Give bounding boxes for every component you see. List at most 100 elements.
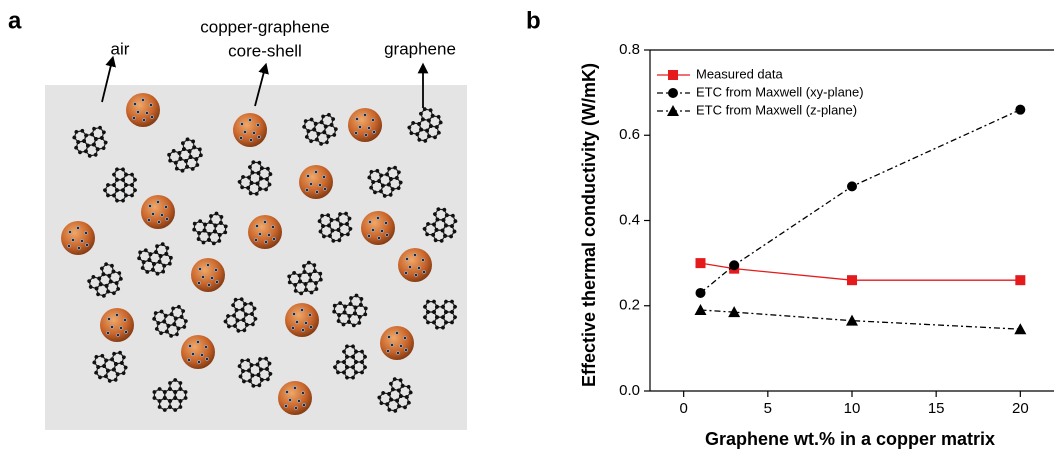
- graphene-shell-atom: [308, 313, 311, 316]
- marker: [695, 304, 707, 315]
- atom: [163, 408, 167, 412]
- graphene-shell-atom: [239, 136, 242, 139]
- graphene-shell-atom: [68, 230, 71, 233]
- x-tick-label: 20: [1012, 400, 1029, 417]
- graphene-shell-atom: [67, 244, 70, 247]
- graphene-shell-atom: [302, 403, 305, 406]
- graphene-shell-atom: [200, 353, 203, 356]
- graphene-shell-atom: [263, 220, 266, 223]
- graphene-shell-atom: [309, 182, 312, 185]
- marker: [1014, 323, 1026, 334]
- graphene-shell-atom: [422, 270, 425, 273]
- graphene-shell-atom: [301, 391, 304, 394]
- graphene-shell-atom: [205, 357, 208, 360]
- graphene-shell-atom: [300, 308, 303, 311]
- atom: [178, 387, 182, 391]
- graphene-shell-atom: [295, 320, 298, 323]
- y-tick-label: 0.2: [619, 297, 640, 314]
- graphene-shell-atom: [264, 240, 267, 243]
- graphene-shell-atom: [198, 267, 201, 270]
- graphene-shell-atom: [414, 273, 417, 276]
- copper-particle: [248, 215, 282, 249]
- legend-label: ETC from Maxwell (z-plane): [696, 102, 857, 117]
- annotation: graphene: [384, 39, 456, 58]
- series-line: [701, 263, 1021, 280]
- legend-label: ETC from Maxwell (xy-plane): [696, 84, 864, 99]
- graphene-shell-atom: [318, 183, 321, 186]
- graphene-shell-atom: [292, 312, 295, 315]
- graphene-shell-atom: [110, 325, 113, 328]
- series-line: [701, 110, 1021, 293]
- x-tick-label: 10: [844, 400, 861, 417]
- graphene-shell-atom: [354, 131, 357, 134]
- copper-particle: [141, 195, 175, 229]
- graphene-shell-atom: [164, 205, 167, 208]
- graphene-shell-atom: [240, 122, 243, 125]
- atom: [163, 396, 167, 400]
- graphene-shell-atom: [371, 118, 374, 121]
- marker: [1015, 105, 1025, 115]
- graphene-shell-atom: [214, 268, 217, 271]
- y-tick-label: 0.0: [619, 382, 640, 399]
- atom: [153, 390, 157, 394]
- graphene-shell-atom: [294, 406, 297, 409]
- graphene-shell-atom: [257, 135, 260, 138]
- graphene-shell-atom: [196, 340, 199, 343]
- x-tick-label: 15: [928, 400, 945, 417]
- panel-label: b: [526, 7, 541, 34]
- graphene-shell-atom: [404, 348, 407, 351]
- graphene-shell-atom: [384, 221, 387, 224]
- y-tick-label: 0.8: [619, 41, 640, 58]
- graphene-shell-atom: [408, 265, 411, 268]
- graphene-shell-atom: [284, 404, 287, 407]
- copper-particle: [398, 248, 432, 282]
- legend-label: Measured data: [696, 66, 783, 81]
- graphene-shell-atom: [115, 313, 118, 316]
- atom: [173, 390, 177, 394]
- graphene-shell-atom: [309, 325, 312, 328]
- graphene-shell-atom: [403, 336, 406, 339]
- atom: [173, 396, 177, 400]
- marker: [1015, 275, 1025, 285]
- graphene-shell-atom: [386, 349, 389, 352]
- graphene-shell-atom: [150, 115, 153, 118]
- graphene-shell-atom: [417, 266, 420, 269]
- graphene-shell-atom: [390, 343, 393, 346]
- graphene-shell-atom: [271, 225, 274, 228]
- graphene-shell-atom: [413, 253, 416, 256]
- graphene-shell-atom: [322, 175, 325, 178]
- graphene-shell-atom: [151, 212, 154, 215]
- atom: [163, 390, 167, 394]
- atom: [178, 381, 182, 385]
- copper-particle: [233, 113, 267, 147]
- copper-particle: [380, 326, 414, 360]
- graphene-shell-atom: [363, 113, 366, 116]
- marker: [847, 181, 857, 191]
- graphene-shell-atom: [156, 200, 159, 203]
- graphene-shell-atom: [385, 233, 388, 236]
- annotation: copper-graphene: [200, 17, 329, 36]
- graphene-shell-atom: [367, 126, 370, 129]
- graphene-shell-atom: [254, 238, 257, 241]
- graphene-shell-atom: [291, 326, 294, 329]
- graphene-shell-atom: [160, 213, 163, 216]
- annotation: air: [111, 39, 130, 58]
- atom: [184, 396, 188, 400]
- graphene-shell-atom: [367, 234, 370, 237]
- graphene-shell-atom: [272, 237, 275, 240]
- graphene-shell-atom: [372, 130, 375, 133]
- graphene-shell-atom: [421, 258, 424, 261]
- graphene-shell-atom: [314, 170, 317, 173]
- graphene-shell-atom: [248, 118, 251, 121]
- graphene-shell-atom: [80, 239, 83, 242]
- graphene-shell-atom: [157, 220, 160, 223]
- graphene-shell-atom: [380, 229, 383, 232]
- graphene-shell-atom: [371, 228, 374, 231]
- marker: [729, 260, 739, 270]
- copper-particle: [126, 93, 160, 127]
- atom: [184, 390, 188, 394]
- graphene-shell-atom: [376, 216, 379, 219]
- copper-particle: [278, 381, 312, 415]
- graphene-shell-atom: [145, 111, 148, 114]
- atom: [158, 405, 162, 409]
